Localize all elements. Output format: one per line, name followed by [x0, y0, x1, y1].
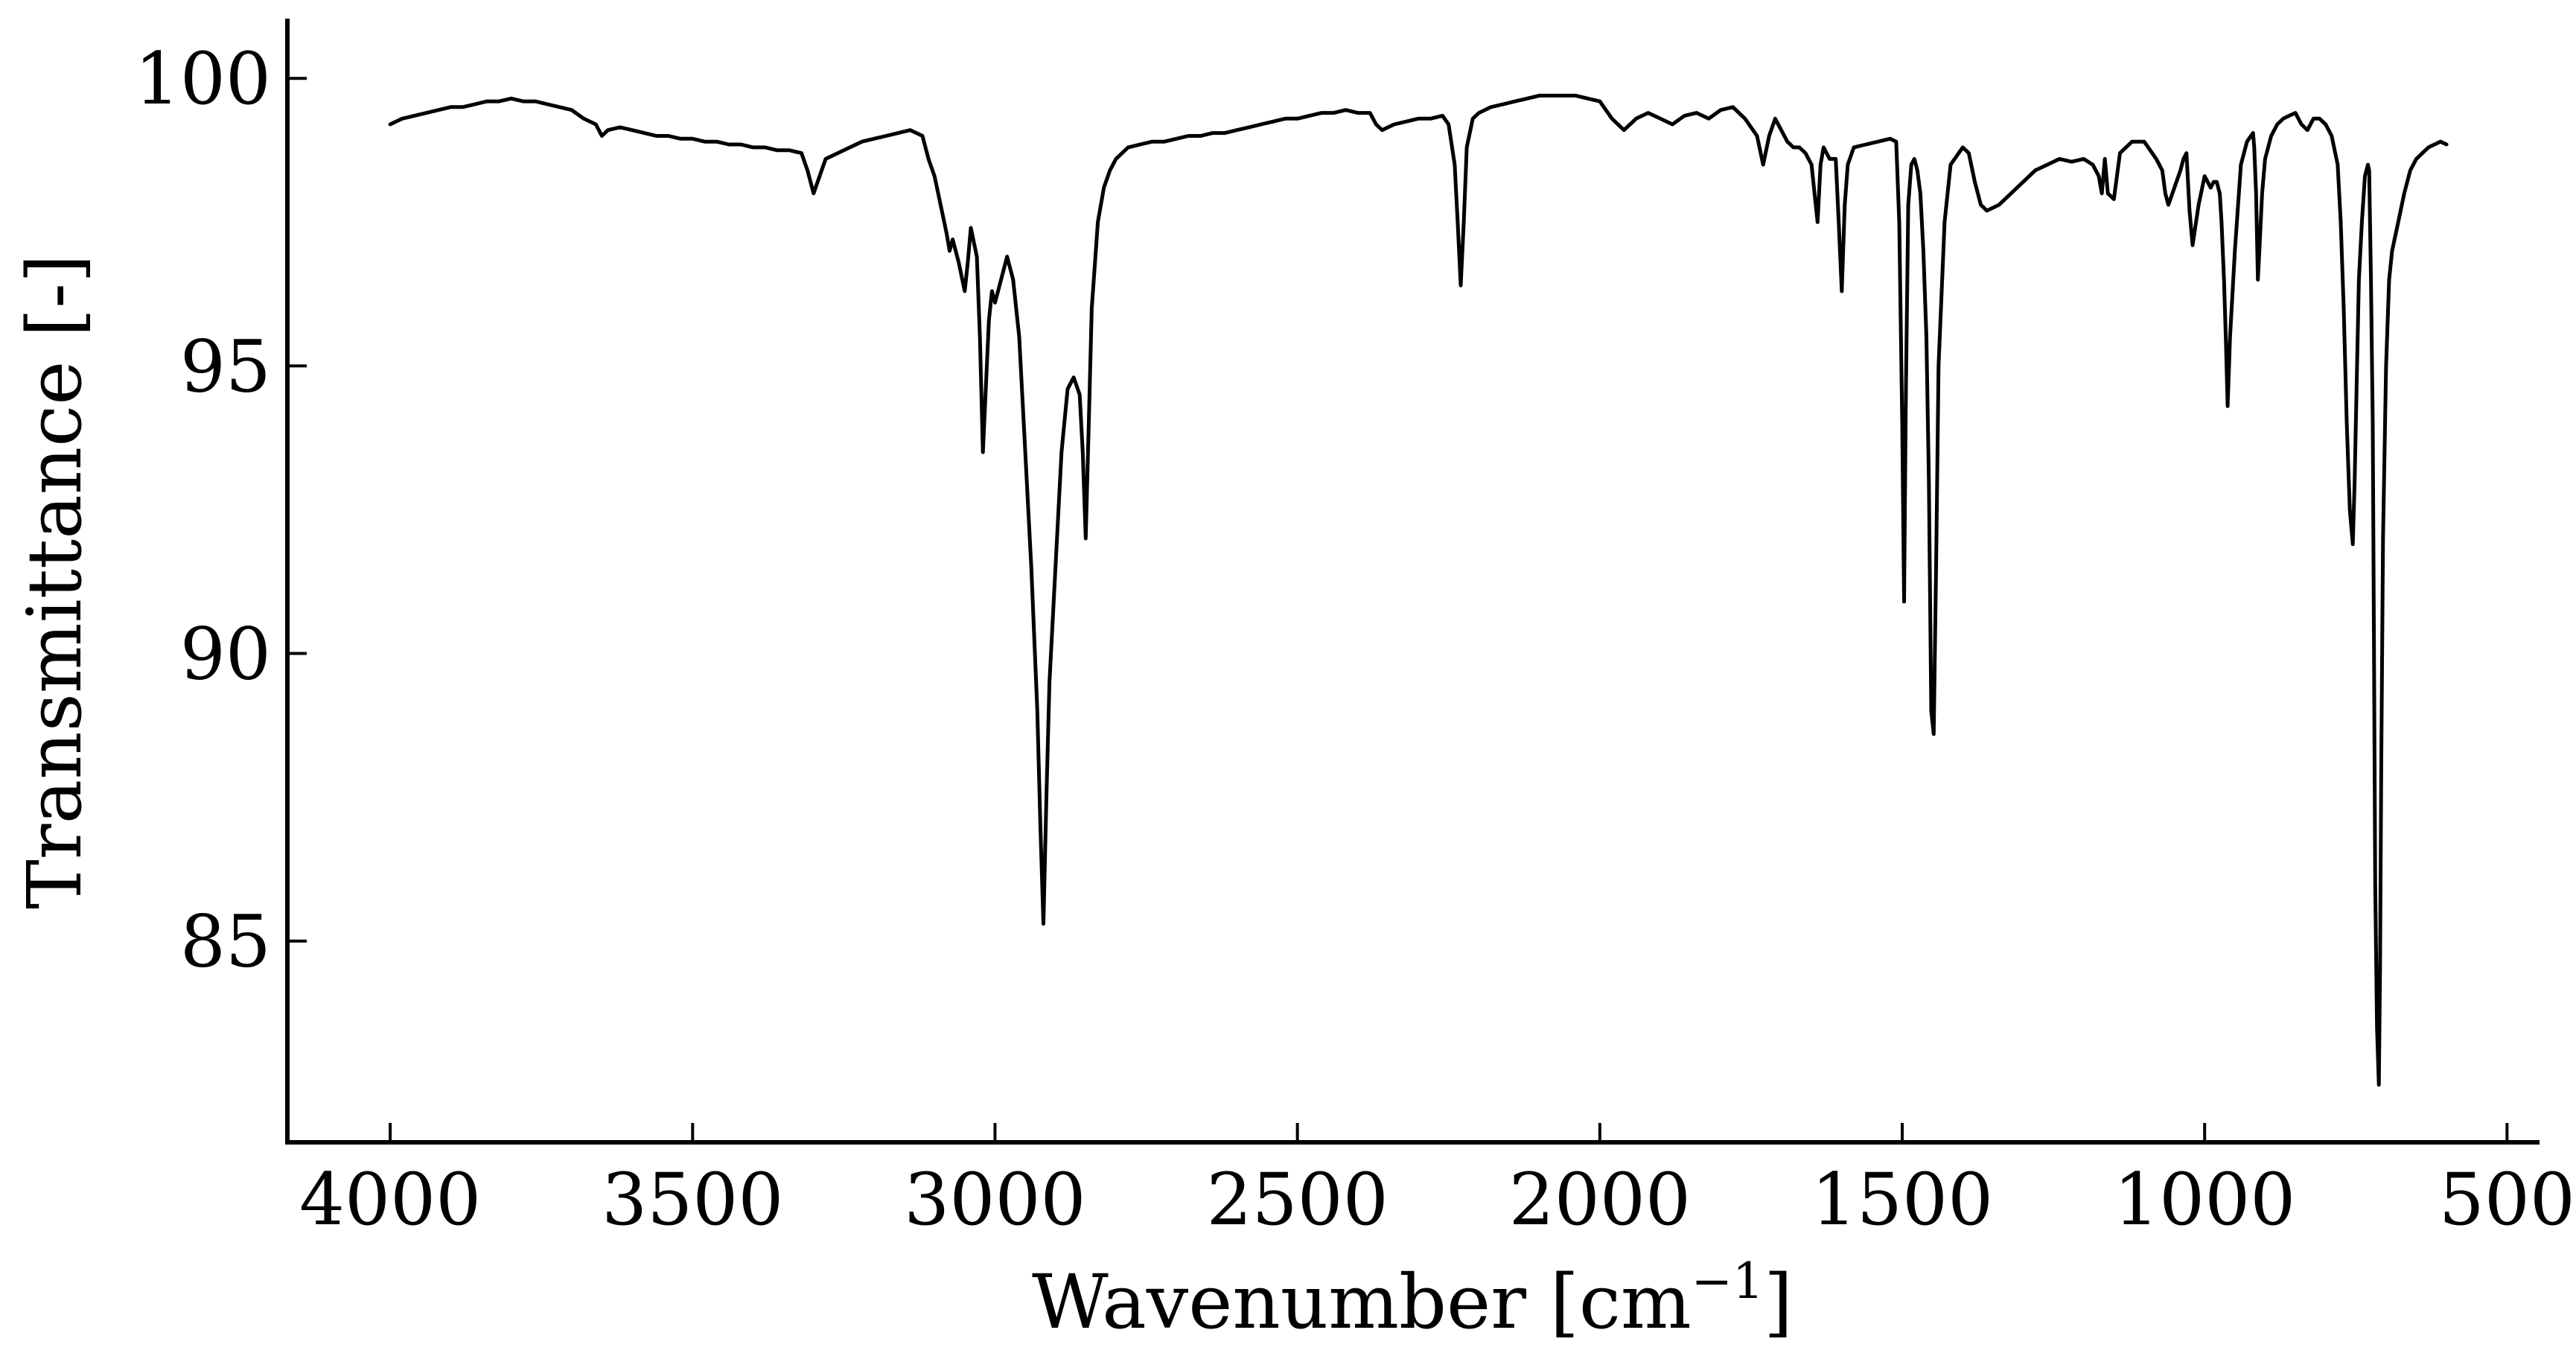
x-tick-label: 1000 [2114, 1158, 2295, 1241]
x-axis-title-superscript: −1 [1692, 1253, 1764, 1310]
y-tick-label: 95 [180, 325, 271, 408]
x-tick-label: 4000 [299, 1158, 481, 1241]
x-tick-label: 3000 [904, 1158, 1085, 1241]
x-tick-label: 3500 [602, 1158, 783, 1241]
y-axis-title: Transmittance [-] [11, 254, 98, 909]
x-axis-title: Wavenumber [cm−1] [1032, 1253, 1793, 1346]
x-axis-title-tail: ] [1764, 1258, 1793, 1346]
x-tick-label: 500 [2439, 1158, 2575, 1241]
spectrum-line-0 [388, 93, 2449, 1087]
plot-area [388, 93, 2449, 1087]
axes [285, 19, 2540, 1145]
y-tick-label: 90 [180, 613, 271, 696]
y-tick-label: 100 [135, 37, 271, 121]
x-tick-label: 2500 [1206, 1158, 1388, 1241]
y-tick-label: 85 [180, 900, 271, 984]
x-tick-label: 1500 [1811, 1158, 1993, 1241]
x-tick-label: 2000 [1509, 1158, 1691, 1241]
ticks: 4000 3500 3000 2500 2000 1500 1000 500 85 90 95 100 [135, 37, 2575, 1241]
